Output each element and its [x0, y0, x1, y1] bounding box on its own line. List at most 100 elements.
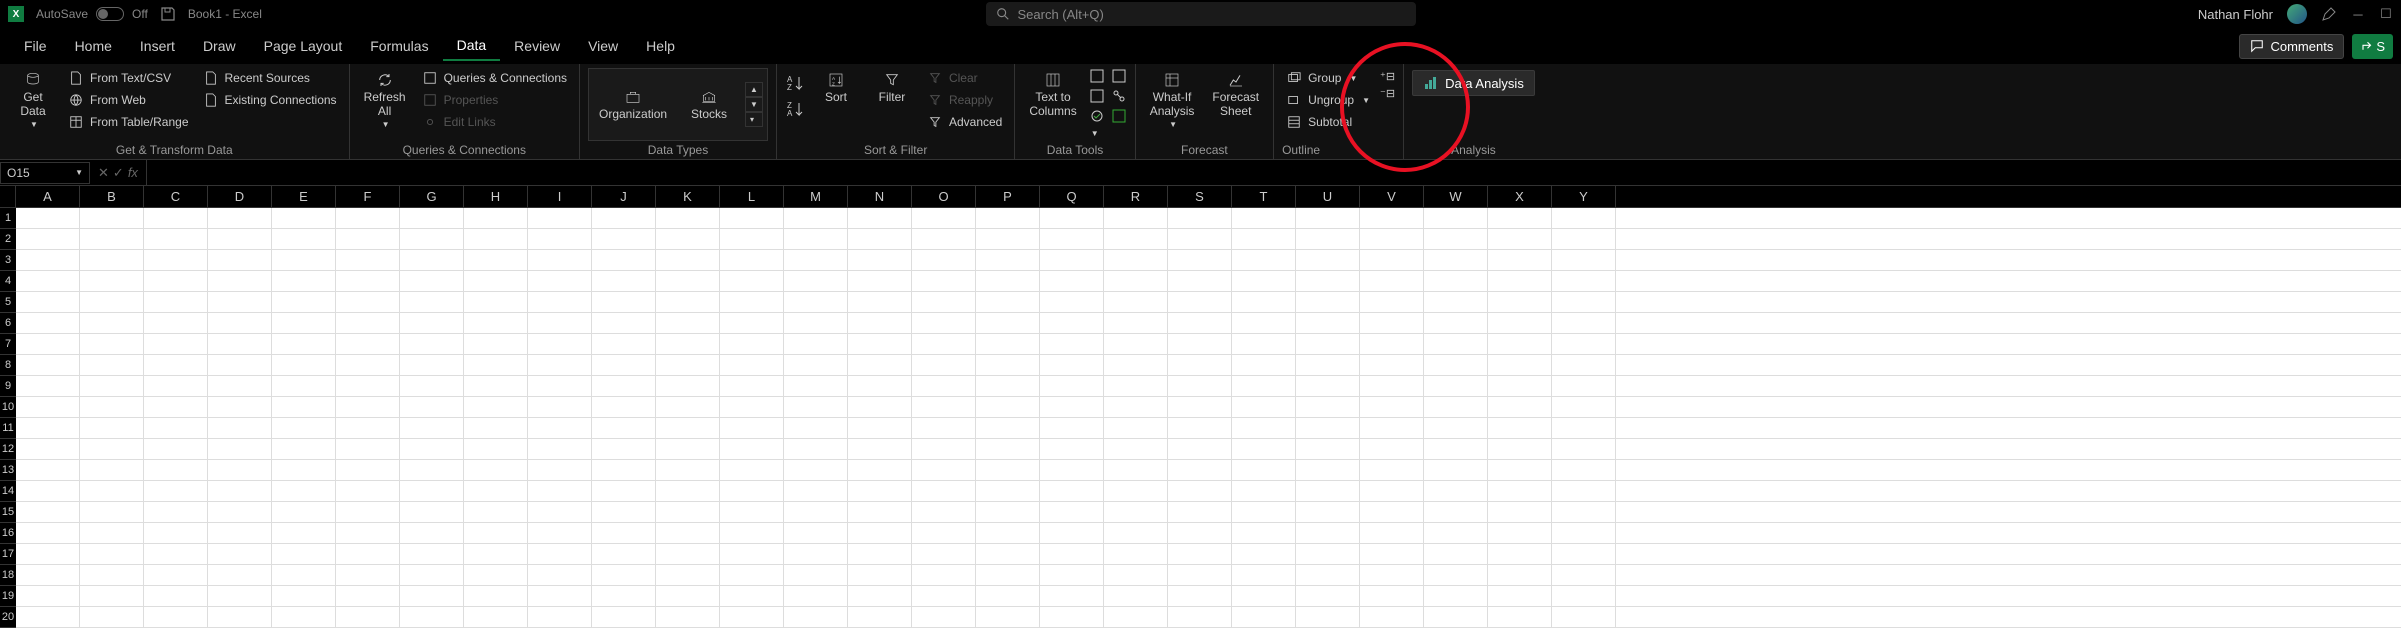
tab-draw[interactable]: Draw	[189, 32, 250, 60]
cell[interactable]	[592, 376, 656, 396]
cell[interactable]	[1296, 418, 1360, 438]
cell[interactable]	[592, 313, 656, 333]
cell[interactable]	[528, 313, 592, 333]
recent-sources-button[interactable]: Recent Sources	[199, 68, 341, 88]
column-header[interactable]: F	[336, 186, 400, 207]
cell[interactable]	[912, 544, 976, 564]
cell[interactable]	[272, 376, 336, 396]
cell[interactable]	[464, 376, 528, 396]
cell[interactable]	[80, 586, 144, 606]
cell[interactable]	[272, 565, 336, 585]
cell[interactable]	[144, 208, 208, 228]
cell[interactable]	[1552, 271, 1616, 291]
cell[interactable]	[656, 229, 720, 249]
cell[interactable]	[400, 271, 464, 291]
cell[interactable]	[1040, 502, 1104, 522]
cell[interactable]	[1296, 607, 1360, 627]
cell[interactable]	[1488, 607, 1552, 627]
cell[interactable]	[144, 439, 208, 459]
cell[interactable]	[1488, 355, 1552, 375]
cell[interactable]	[528, 481, 592, 501]
cell[interactable]	[1104, 565, 1168, 585]
cell[interactable]	[400, 355, 464, 375]
cell[interactable]	[1360, 355, 1424, 375]
cell[interactable]	[976, 355, 1040, 375]
cell[interactable]	[592, 544, 656, 564]
cell[interactable]	[528, 544, 592, 564]
cell[interactable]	[1168, 586, 1232, 606]
formula-input[interactable]	[147, 160, 2401, 185]
cell[interactable]	[1232, 292, 1296, 312]
cell[interactable]	[1424, 418, 1488, 438]
cell[interactable]	[784, 250, 848, 270]
cell[interactable]	[720, 271, 784, 291]
cell[interactable]	[208, 334, 272, 354]
cell[interactable]	[464, 355, 528, 375]
cell[interactable]	[1296, 229, 1360, 249]
cell[interactable]	[912, 565, 976, 585]
cell[interactable]	[976, 313, 1040, 333]
cell[interactable]	[1168, 523, 1232, 543]
cell[interactable]	[16, 502, 80, 522]
cell[interactable]	[272, 208, 336, 228]
cell[interactable]	[400, 481, 464, 501]
cell[interactable]	[336, 376, 400, 396]
cell[interactable]	[336, 271, 400, 291]
cell[interactable]	[976, 208, 1040, 228]
cell[interactable]	[1552, 565, 1616, 585]
cell[interactable]	[912, 334, 976, 354]
cell[interactable]	[1552, 502, 1616, 522]
cell[interactable]	[592, 292, 656, 312]
cell[interactable]	[1488, 544, 1552, 564]
cell[interactable]	[912, 355, 976, 375]
cell[interactable]	[1488, 334, 1552, 354]
cell[interactable]	[144, 397, 208, 417]
cell[interactable]	[1232, 502, 1296, 522]
cell[interactable]	[1040, 271, 1104, 291]
cell[interactable]	[464, 460, 528, 480]
column-header[interactable]: T	[1232, 186, 1296, 207]
text-to-columns-button[interactable]: Text to Columns	[1023, 68, 1082, 122]
cell[interactable]	[1040, 418, 1104, 438]
name-box[interactable]: O15 ▼	[0, 162, 90, 184]
cell[interactable]	[400, 208, 464, 228]
tab-home[interactable]: Home	[61, 32, 126, 60]
cell[interactable]	[272, 418, 336, 438]
cell[interactable]	[848, 481, 912, 501]
cell[interactable]	[208, 481, 272, 501]
row-header[interactable]: 11	[0, 418, 16, 439]
existing-connections-button[interactable]: Existing Connections	[199, 90, 341, 110]
cell[interactable]	[1104, 502, 1168, 522]
cell[interactable]	[592, 334, 656, 354]
cell[interactable]	[592, 271, 656, 291]
cell[interactable]	[272, 250, 336, 270]
cell[interactable]	[1488, 292, 1552, 312]
cell[interactable]	[912, 250, 976, 270]
cell[interactable]	[336, 460, 400, 480]
cell[interactable]	[1424, 481, 1488, 501]
cell[interactable]	[976, 502, 1040, 522]
cell[interactable]	[656, 397, 720, 417]
cell[interactable]	[272, 607, 336, 627]
cell[interactable]	[1168, 208, 1232, 228]
cell[interactable]	[1424, 607, 1488, 627]
cell[interactable]	[1552, 334, 1616, 354]
cell[interactable]	[1488, 586, 1552, 606]
cell[interactable]	[912, 439, 976, 459]
cell[interactable]	[528, 271, 592, 291]
cell[interactable]	[464, 334, 528, 354]
tab-file[interactable]: File	[10, 32, 61, 60]
row-header[interactable]: 19	[0, 586, 16, 607]
cell[interactable]	[1424, 292, 1488, 312]
cell[interactable]	[528, 334, 592, 354]
cell[interactable]	[1104, 376, 1168, 396]
cell[interactable]	[592, 439, 656, 459]
cell[interactable]	[1552, 376, 1616, 396]
cell[interactable]	[1040, 376, 1104, 396]
cell[interactable]	[1104, 208, 1168, 228]
cell[interactable]	[400, 523, 464, 543]
cell[interactable]	[1104, 250, 1168, 270]
maximize-icon[interactable]: ☐	[2379, 7, 2393, 21]
cell[interactable]	[80, 292, 144, 312]
cell[interactable]	[976, 271, 1040, 291]
